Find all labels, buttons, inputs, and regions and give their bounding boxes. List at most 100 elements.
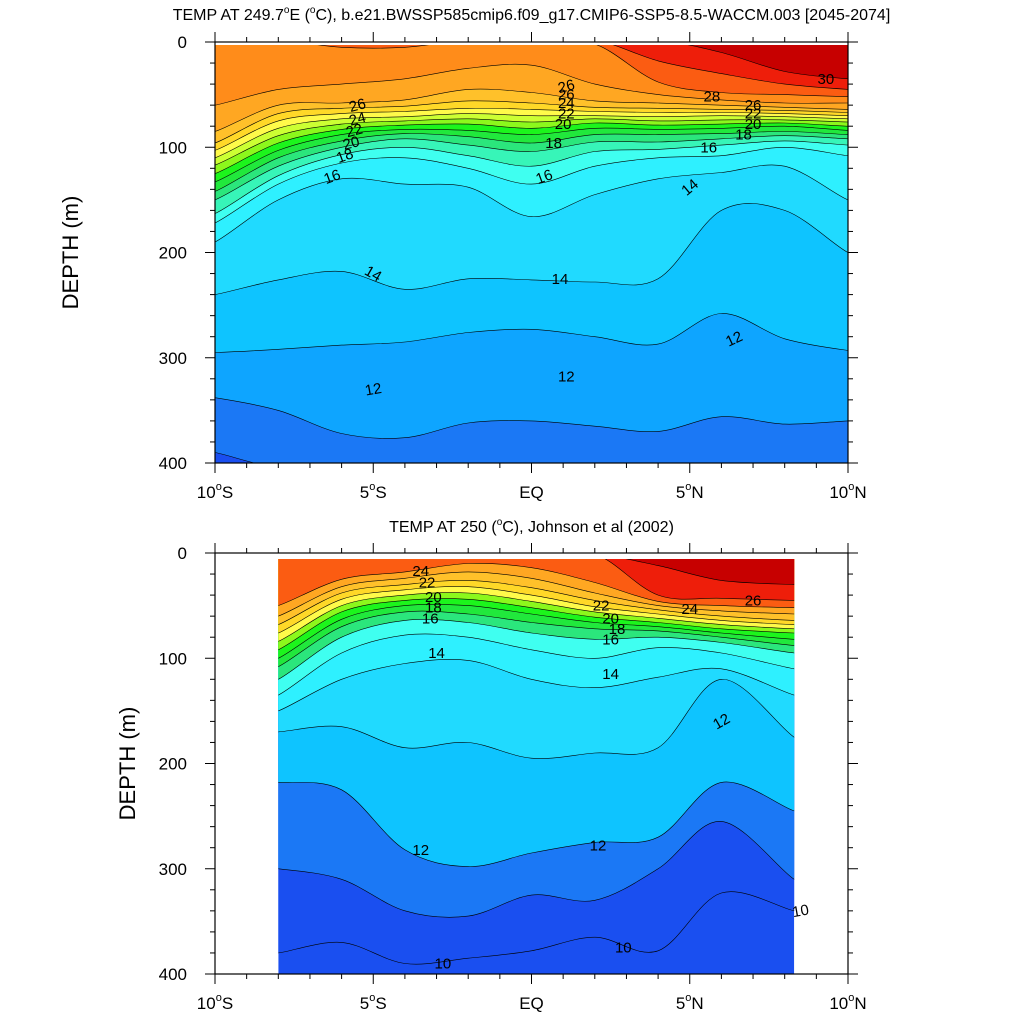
contour-label: 18 [334,145,355,167]
contour-label: 20 [425,589,442,606]
chart-title: TEMP AT 250 (oC), Johnson et al (2002) [389,517,674,536]
x-tick-label: 5oS [360,992,387,1013]
contour-label: 20 [341,133,362,154]
isotherm-10 [278,891,795,965]
isotherm-23 [215,113,848,159]
contour-label: 12 [558,369,575,386]
isotherm-22 [215,118,848,166]
contour-label: 18 [609,621,626,638]
isotherm-15 [278,633,795,696]
y-tick-label: 100 [159,138,187,157]
contour-label: 18 [545,135,562,152]
axes: 10oS 5oS EQ 5oN 10oN 0 100 200 300 400 [159,543,867,1013]
isotherm-30 [687,45,848,80]
y-tick-label: 400 [159,965,187,984]
isotherm-21 [215,122,848,174]
contour-label: 16 [422,610,439,627]
isotherm-12 [215,397,848,439]
contour-label: 12 [590,838,607,855]
isotherm-17 [278,610,795,668]
contour-label: 20 [602,610,619,627]
y-axis-label: DEPTH (m) [58,196,83,310]
contour-label: 16 [322,166,343,188]
contour-band-26 [627,559,795,585]
contour-label: 10 [615,940,632,957]
isotherm-11 [278,821,795,918]
isotherm-18 [278,603,795,659]
y-tick-label: 200 [159,755,187,774]
y-tick-label: 300 [159,349,187,368]
isotherm-16 [278,619,795,680]
contour-label: 12 [412,842,429,859]
x-tick-label: 5oS [360,481,387,502]
x-tick-label: 5oN [676,481,704,502]
isotherm-29 [612,45,848,90]
isotherm-14 [215,203,848,295]
isotherm-24 [215,107,848,151]
isotherm-25 [604,559,795,601]
contour-label: 10 [435,955,452,972]
contour-label: 22 [419,574,436,591]
contour-label: 30 [818,71,835,88]
contour-label: 12 [364,380,383,400]
chart-title: TEMP AT 249.7oE (oC), b.e21.BWSSP585cmip… [173,5,891,24]
isotherm-20 [278,592,795,642]
contour-band-30 [689,45,848,79]
contour-label: 26 [558,87,575,104]
contour-label: 24 [681,601,698,618]
isotherm-27 [215,63,848,106]
x-tick-label: EQ [519,483,544,502]
contour-label: 22 [745,106,762,123]
contour-label: 22 [344,121,365,142]
isotherm-14 [278,659,795,712]
isotherm-22 [278,580,795,625]
x-tick-label: 10oS [197,992,233,1013]
contour-label: 16 [602,631,619,648]
contour-label: 12 [710,710,733,733]
isotherm-20 [215,125,848,183]
contour-label: 18 [425,600,442,617]
isotherm-26 [625,559,795,585]
contour-label: 14 [552,271,569,288]
y-tick-label: 200 [159,244,187,263]
contour-label: 28 [704,89,721,106]
isotherm-23 [278,571,795,617]
contour-label: 22 [593,598,610,615]
isotherm-12 [278,781,795,867]
isotherm-16 [215,146,848,224]
contour-label: 18 [735,127,752,144]
contour-label: 24 [558,95,575,112]
isotherm-24 [278,563,795,608]
contour-label: 24 [347,109,368,130]
isotherm-25 [215,100,848,144]
isotherm-13 [278,678,795,759]
y-tick-label: 300 [159,860,187,879]
isotherm-28 [317,45,848,98]
y-tick-label: 400 [159,454,187,473]
contour-label: 14 [362,262,385,285]
isotherm-19 [278,598,795,651]
x-tick-label: 10oN [829,992,866,1013]
isotherm-19 [215,131,848,192]
isotherm-17 [215,140,848,214]
x-tick-label: 10oS [197,481,233,502]
isotherm-18 [215,135,848,201]
x-tick-label: EQ [519,994,544,1013]
contour-label: 14 [602,666,619,683]
y-tick-label: 100 [159,649,187,668]
contour-label: 16 [700,139,717,156]
isotherm-15 [215,164,848,243]
contour-label: 22 [558,106,575,123]
contour-field [278,559,795,974]
contour-label: 16 [534,166,555,188]
contour-label: 14 [428,645,445,662]
isotherm-26 [215,88,848,132]
isotherm-13 [215,313,848,353]
contour-label: 26 [745,592,762,609]
contour-label: 12 [723,328,745,350]
isotherm-21 [278,586,795,634]
y-tick-label: 0 [178,33,187,52]
